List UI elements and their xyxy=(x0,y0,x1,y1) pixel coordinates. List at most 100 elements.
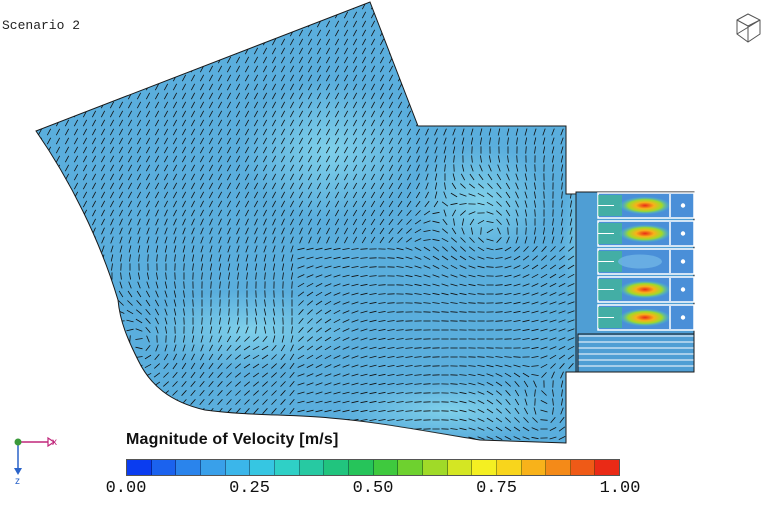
velocity-vector xyxy=(91,155,97,163)
velocity-vector xyxy=(119,200,123,208)
velocity-vector xyxy=(100,110,106,118)
velocity-vector xyxy=(434,146,438,154)
velocity-vector xyxy=(137,236,141,244)
velocity-vector xyxy=(324,283,332,287)
velocity-vector xyxy=(316,74,322,82)
velocity-vector xyxy=(172,362,178,370)
velocity-vector xyxy=(497,155,501,163)
velocity-vector xyxy=(280,110,286,118)
velocity-vector xyxy=(155,200,159,208)
velocity-vector xyxy=(569,164,573,172)
velocity-vector xyxy=(360,409,368,413)
velocity-vector xyxy=(433,11,439,19)
velocity-vector xyxy=(478,38,484,46)
velocity-vector xyxy=(424,29,430,37)
velocity-vector xyxy=(63,336,71,342)
velocity-vector xyxy=(469,38,475,46)
view-cube-icon[interactable] xyxy=(733,12,763,44)
velocity-vector xyxy=(307,83,313,91)
velocity-vector xyxy=(506,83,510,91)
velocity-vector xyxy=(307,2,313,10)
velocity-vector xyxy=(163,119,169,127)
velocity-vector xyxy=(92,263,96,271)
velocity-vector xyxy=(191,245,195,253)
velocity-vector xyxy=(540,355,548,359)
velocity-vector xyxy=(190,146,196,154)
velocity-vector xyxy=(369,419,377,421)
velocity-vector xyxy=(443,209,447,217)
velocity-vector xyxy=(568,92,574,100)
velocity-vector xyxy=(532,74,538,82)
velocity-vector xyxy=(423,230,431,232)
velocity-vector xyxy=(155,236,159,244)
velocity-vector xyxy=(532,417,538,423)
axis-z-label: z xyxy=(15,476,20,486)
velocity-vector xyxy=(432,220,440,224)
velocity-vector xyxy=(164,299,168,307)
velocity-vector xyxy=(551,128,555,136)
velocity-vector xyxy=(55,38,61,46)
velocity-vector xyxy=(218,209,222,217)
velocity-vector xyxy=(154,29,160,37)
velocity-vector xyxy=(37,56,43,64)
velocity-vector xyxy=(444,164,446,172)
velocity-vector xyxy=(298,173,304,181)
velocity-vector xyxy=(190,408,196,414)
velocity-vector xyxy=(135,408,143,414)
velocity-vector xyxy=(315,283,323,287)
velocity-vector xyxy=(199,128,205,136)
velocity-vector xyxy=(352,218,358,226)
velocity-vector xyxy=(370,200,376,208)
velocity-vector xyxy=(505,2,511,10)
velocity-vector xyxy=(388,83,394,91)
velocity-vector xyxy=(531,283,539,287)
velocity-vector xyxy=(298,155,304,163)
velocity-vector xyxy=(306,391,314,395)
velocity-vector xyxy=(414,410,422,412)
velocity-vector xyxy=(46,218,52,226)
velocity-vector xyxy=(208,11,214,19)
velocity-vector xyxy=(100,92,106,100)
velocity-vector xyxy=(514,398,520,406)
velocity-vector xyxy=(316,38,322,46)
velocity-vector xyxy=(513,283,521,287)
velocity-vector xyxy=(478,65,484,73)
velocity-vector xyxy=(388,2,394,10)
velocity-vector xyxy=(333,364,341,368)
velocity-vector xyxy=(549,310,557,314)
velocity-vector xyxy=(253,119,259,127)
velocity-vector xyxy=(280,56,286,64)
velocity-vector xyxy=(280,155,286,163)
velocity-vector xyxy=(423,274,431,278)
velocity-vector xyxy=(504,274,512,278)
velocity-vector xyxy=(253,2,259,10)
velocity-vector xyxy=(73,425,79,433)
velocity-vector xyxy=(504,356,512,358)
velocity-vector xyxy=(477,409,485,413)
velocity-vector xyxy=(138,254,140,262)
velocity-vector xyxy=(190,182,196,190)
velocity-vector xyxy=(118,11,124,19)
velocity-vector xyxy=(486,399,494,405)
velocity-vector xyxy=(145,308,151,316)
velocity-vector xyxy=(82,38,88,46)
velocity-vector xyxy=(425,110,429,118)
velocity-vector xyxy=(235,101,241,109)
velocity-vector xyxy=(217,101,223,109)
velocity-vector xyxy=(226,47,232,55)
velocity-vector xyxy=(306,282,314,288)
velocity-vector xyxy=(333,418,341,422)
velocity-vector xyxy=(497,119,501,127)
velocity-vector xyxy=(72,346,80,350)
velocity-vector xyxy=(55,372,61,378)
velocity-vector xyxy=(370,137,376,145)
velocity-vector xyxy=(559,47,565,55)
velocity-vector xyxy=(342,364,350,368)
velocity-vector xyxy=(387,347,395,349)
velocity-vector xyxy=(65,272,69,280)
velocity-vector xyxy=(280,381,286,387)
velocity-vector xyxy=(37,407,43,415)
velocity-vector xyxy=(73,2,79,10)
velocity-vector xyxy=(324,418,332,422)
